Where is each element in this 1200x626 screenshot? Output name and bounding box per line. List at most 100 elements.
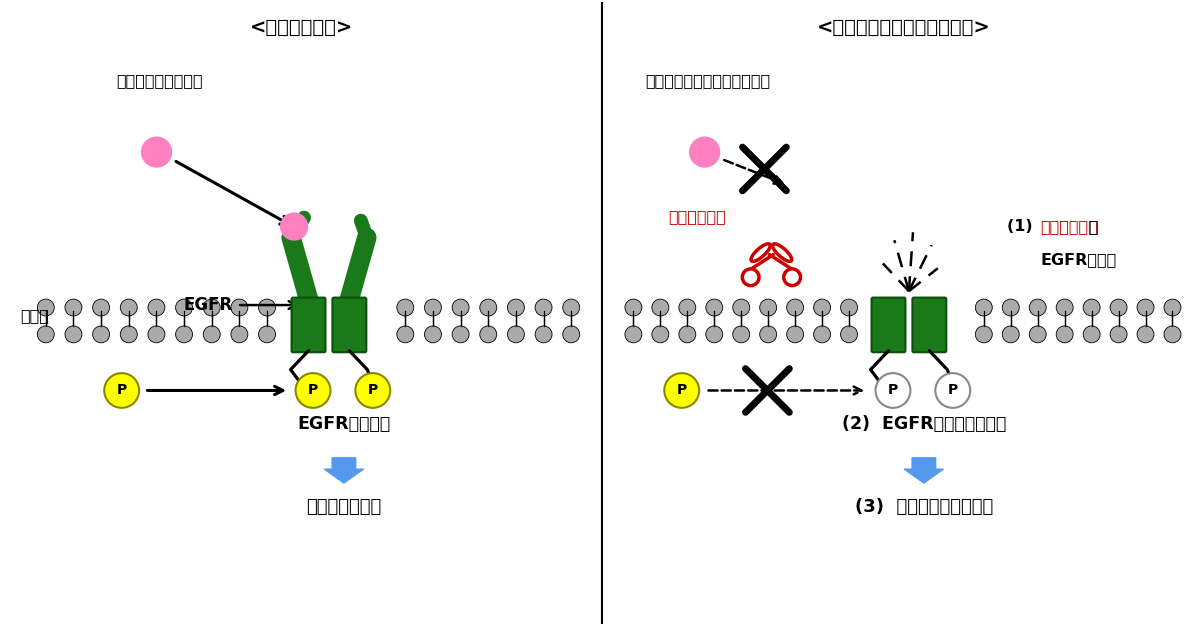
Circle shape	[625, 299, 642, 316]
Circle shape	[120, 299, 137, 316]
Circle shape	[535, 326, 552, 343]
Text: EGFRを分解: EGFRを分解	[1040, 252, 1117, 267]
Circle shape	[563, 326, 580, 343]
Circle shape	[652, 326, 668, 343]
Circle shape	[258, 326, 276, 343]
Circle shape	[976, 326, 992, 343]
Circle shape	[814, 326, 830, 343]
Circle shape	[1110, 299, 1127, 316]
Text: P: P	[308, 384, 318, 398]
Text: P: P	[677, 384, 686, 398]
Circle shape	[142, 137, 172, 167]
Circle shape	[1002, 299, 1019, 316]
Circle shape	[690, 137, 720, 167]
Circle shape	[706, 326, 722, 343]
Circle shape	[397, 326, 414, 343]
Text: (2)  EGFRが活性化しない: (2) EGFRが活性化しない	[841, 415, 1006, 433]
Circle shape	[1110, 326, 1127, 343]
Circle shape	[355, 373, 390, 408]
Text: (3)  肺胞上皮の修復阻害: (3) 肺胞上皮の修復阻害	[854, 498, 992, 516]
Circle shape	[175, 299, 192, 316]
Circle shape	[784, 269, 800, 285]
Circle shape	[563, 299, 580, 316]
Text: P: P	[367, 384, 378, 398]
Circle shape	[535, 299, 552, 316]
Text: (1): (1)	[1007, 219, 1038, 234]
FancyBboxPatch shape	[292, 297, 325, 352]
Circle shape	[148, 299, 164, 316]
Text: が: が	[1088, 219, 1098, 234]
Circle shape	[258, 299, 276, 316]
Text: エラスターゼ: エラスターゼ	[667, 209, 726, 224]
Circle shape	[1030, 299, 1046, 316]
Circle shape	[733, 326, 750, 343]
Circle shape	[1056, 326, 1073, 343]
Circle shape	[743, 269, 760, 285]
Text: P: P	[116, 384, 127, 398]
Text: EGFR: EGFR	[184, 296, 233, 314]
Circle shape	[840, 299, 858, 316]
Text: 上皮成長因子が結合できない: 上皮成長因子が結合できない	[644, 73, 770, 88]
Circle shape	[452, 299, 469, 316]
Text: P: P	[888, 384, 898, 398]
Circle shape	[480, 326, 497, 343]
Circle shape	[452, 326, 469, 343]
Circle shape	[665, 373, 700, 408]
Circle shape	[733, 299, 750, 316]
Text: EGFRが活性化: EGFRが活性化	[298, 415, 390, 433]
Circle shape	[203, 326, 220, 343]
Circle shape	[1084, 326, 1100, 343]
Text: 細胞膜: 細胞膜	[20, 309, 49, 324]
Circle shape	[1030, 326, 1046, 343]
Ellipse shape	[773, 244, 792, 262]
Circle shape	[397, 299, 414, 316]
Circle shape	[1164, 299, 1181, 316]
Circle shape	[706, 299, 722, 316]
Circle shape	[92, 299, 109, 316]
Circle shape	[37, 299, 54, 316]
Circle shape	[935, 373, 971, 408]
Circle shape	[104, 373, 139, 408]
Text: <健常な肺組織>: <健常な肺組織>	[250, 18, 353, 37]
Circle shape	[37, 326, 54, 343]
Circle shape	[787, 299, 804, 316]
Circle shape	[760, 326, 776, 343]
FancyBboxPatch shape	[332, 297, 366, 352]
Circle shape	[679, 299, 696, 316]
Circle shape	[508, 326, 524, 343]
Circle shape	[1138, 299, 1154, 316]
Text: 肺胞上皮の維持: 肺胞上皮の維持	[306, 498, 382, 516]
Circle shape	[876, 373, 911, 408]
Circle shape	[230, 326, 248, 343]
Circle shape	[1138, 326, 1154, 343]
Circle shape	[230, 299, 248, 316]
Circle shape	[840, 326, 858, 343]
Text: P: P	[948, 384, 958, 398]
Circle shape	[787, 326, 804, 343]
Circle shape	[425, 299, 442, 316]
Circle shape	[92, 326, 109, 343]
FancyBboxPatch shape	[871, 297, 906, 352]
Text: <肺炎球菌が感染した肺組織>: <肺炎球菌が感染した肺組織>	[817, 18, 991, 37]
Circle shape	[281, 213, 307, 240]
Circle shape	[760, 299, 776, 316]
Circle shape	[1084, 299, 1100, 316]
Ellipse shape	[751, 244, 770, 262]
Circle shape	[508, 299, 524, 316]
Circle shape	[1002, 326, 1019, 343]
Circle shape	[976, 299, 992, 316]
Circle shape	[480, 299, 497, 316]
Circle shape	[652, 299, 668, 316]
Circle shape	[203, 299, 220, 316]
Circle shape	[425, 326, 442, 343]
Circle shape	[814, 299, 830, 316]
Circle shape	[1164, 326, 1181, 343]
Circle shape	[65, 326, 82, 343]
Circle shape	[1056, 299, 1073, 316]
Text: エラスターゼ: エラスターゼ	[1040, 219, 1098, 234]
Circle shape	[120, 326, 137, 343]
Circle shape	[679, 326, 696, 343]
Circle shape	[625, 326, 642, 343]
Text: 上皮成長因子が結合: 上皮成長因子が結合	[116, 73, 203, 88]
Circle shape	[148, 326, 164, 343]
